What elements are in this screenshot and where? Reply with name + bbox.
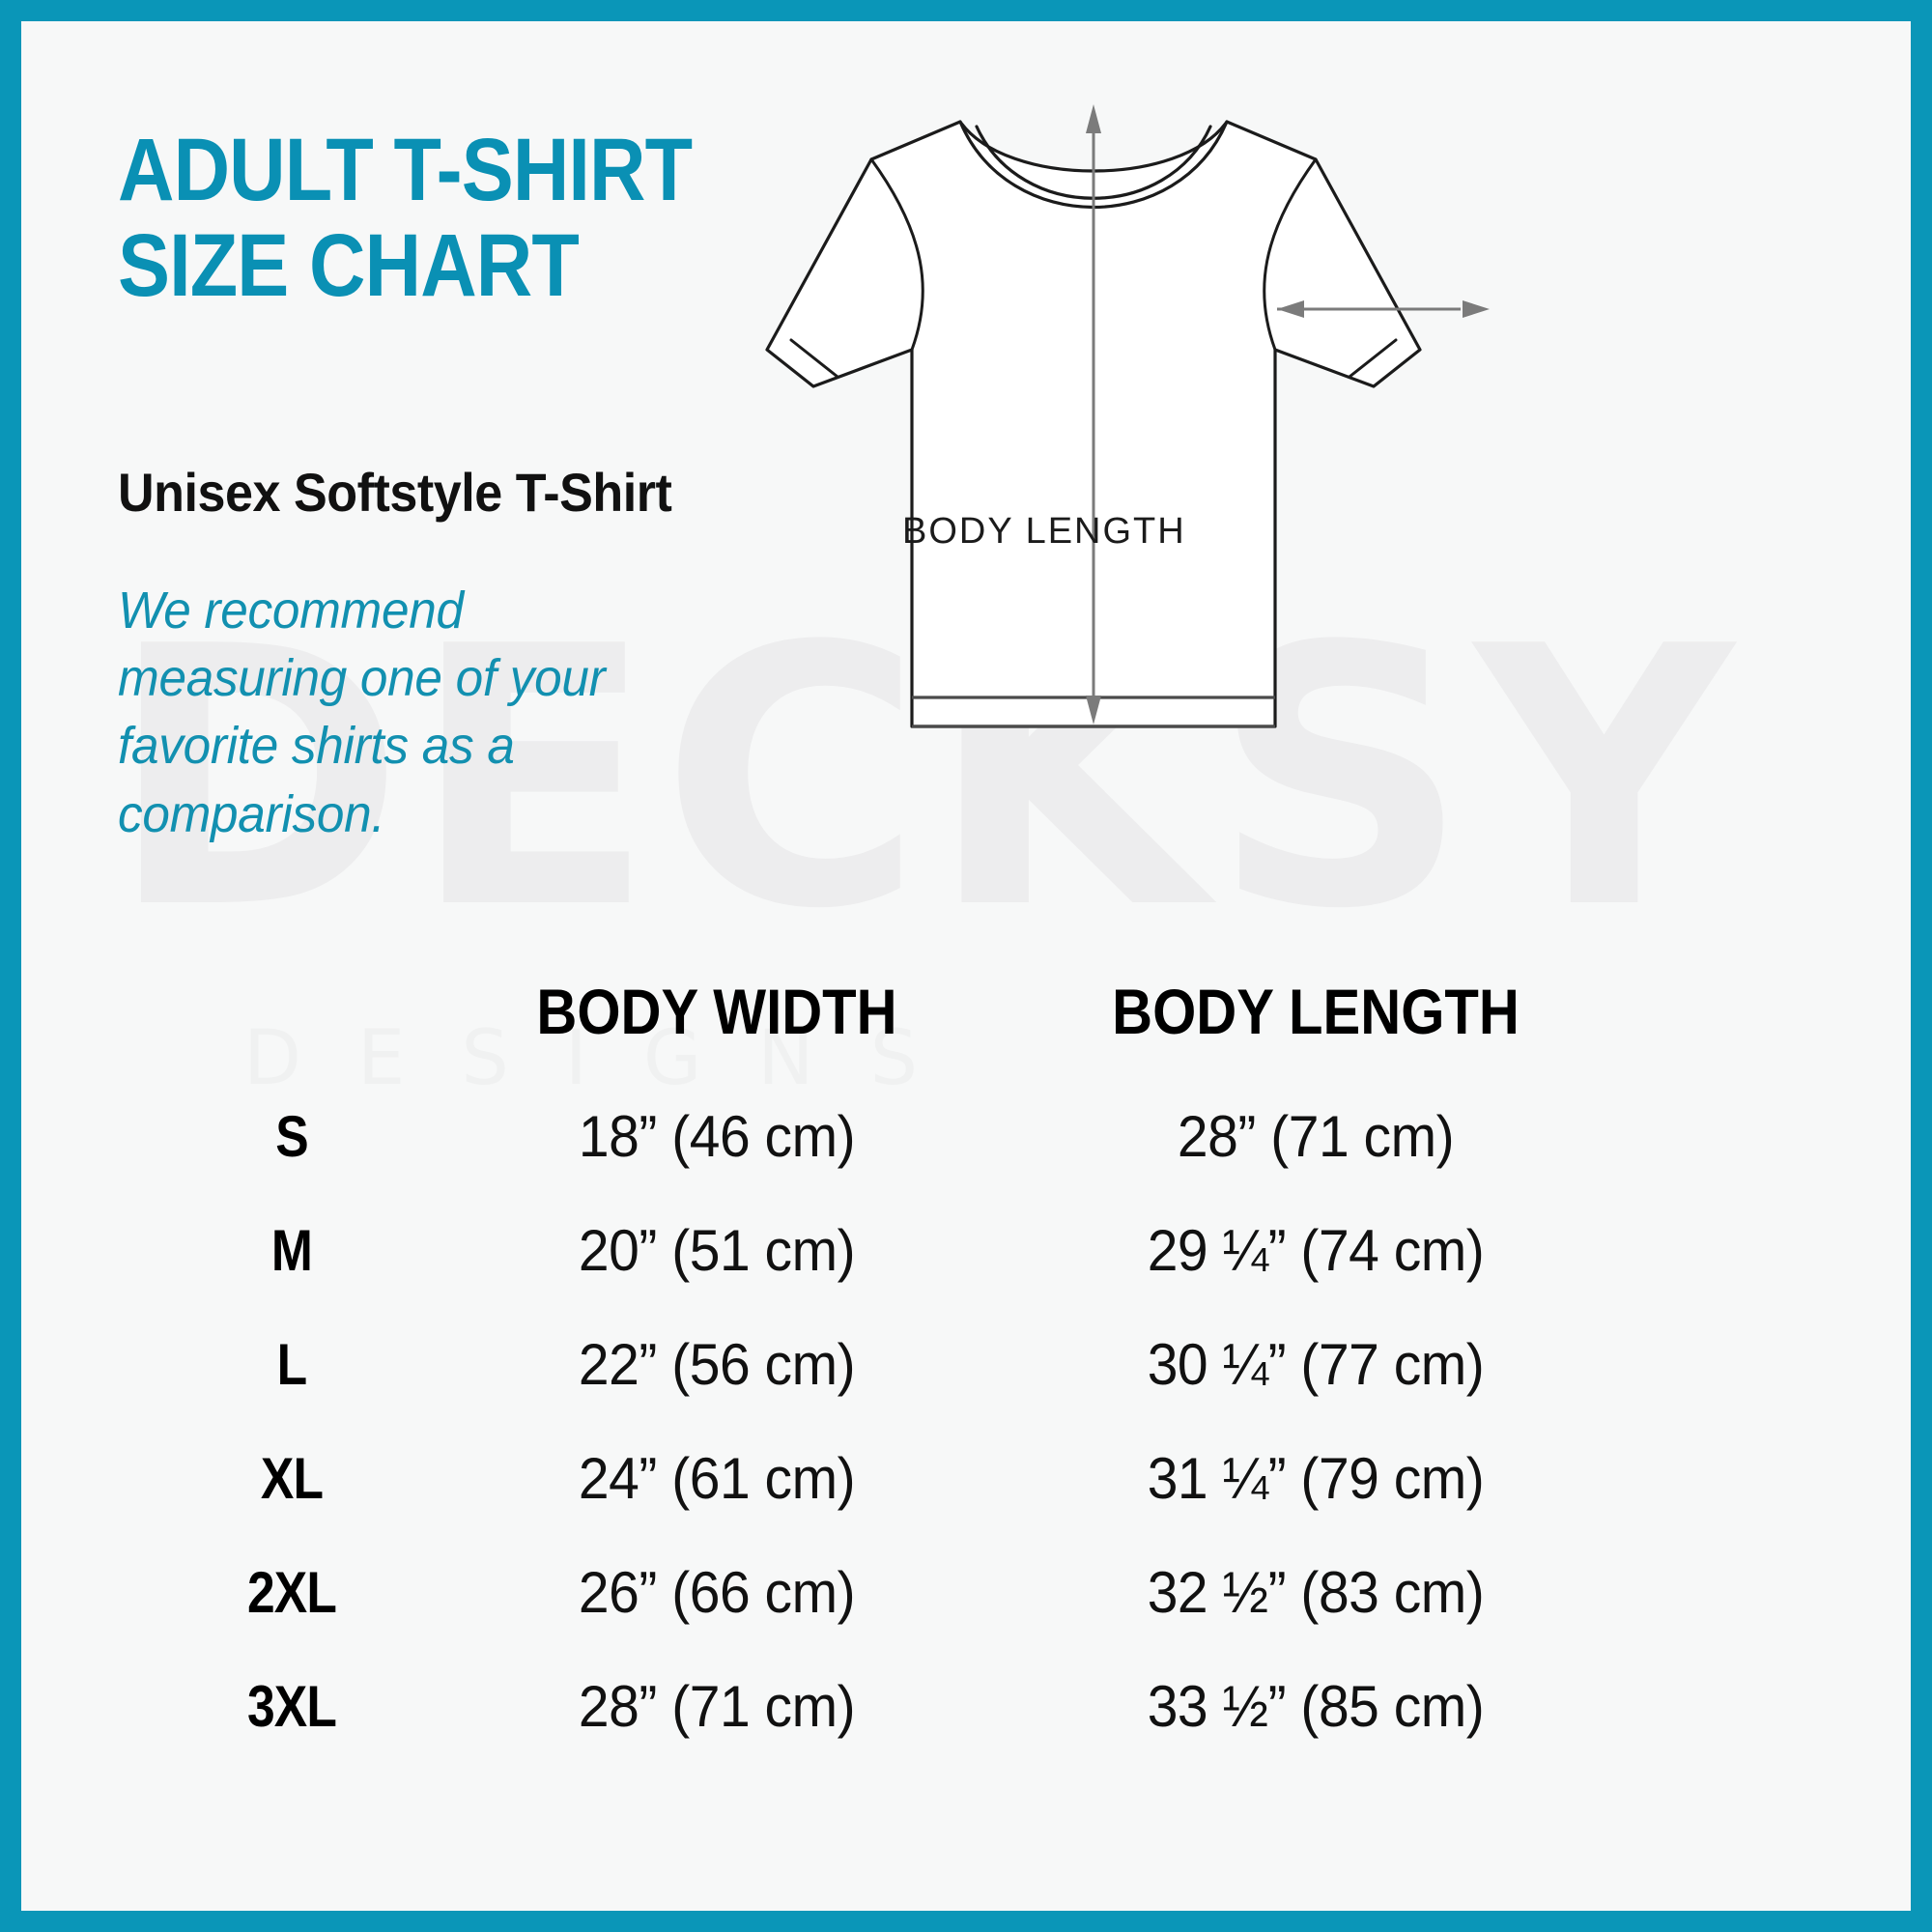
- table-row: S 18” (46 cm) 28” (71 cm): [166, 1079, 1808, 1193]
- page-title-line-1: ADULT T-SHIRT: [118, 121, 693, 219]
- measuring-note: We recommend measuring one of your favor…: [118, 582, 606, 843]
- table-row: L 22” (56 cm) 30 ¼” (77 cm): [166, 1307, 1808, 1421]
- size-table: BODY WIDTH BODY LENGTH S 18” (46 cm) 28”…: [166, 944, 1808, 1763]
- body-width-arrowhead-right: [1463, 300, 1490, 318]
- row-body-width: 24” (61 cm): [578, 1445, 856, 1511]
- row-size-label: L: [276, 1331, 308, 1397]
- table-row: 3XL 28” (71 cm) 33 ½” (85 cm): [166, 1649, 1808, 1763]
- product-subtitle: Unisex Softstyle T-Shirt: [118, 462, 672, 523]
- row-body-width: 18” (46 cm): [578, 1103, 856, 1169]
- row-body-length: 32 ½” (83 cm): [1147, 1559, 1485, 1625]
- table-row: 2XL 26” (66 cm) 32 ½” (83 cm): [166, 1535, 1808, 1649]
- row-size-label: XL: [260, 1445, 324, 1511]
- sleeve-hem-lines: [789, 338, 1398, 379]
- body-width-arrowhead-left: [1277, 300, 1304, 318]
- row-body-length: 29 ¼” (74 cm): [1147, 1217, 1485, 1283]
- tshirt-diagram: BODY WIDTH BODY LENGTH: [697, 60, 1490, 929]
- page-title: ADULT T-SHIRT SIZE CHART: [118, 121, 764, 316]
- table-row: M 20” (51 cm) 29 ¼” (74 cm): [166, 1193, 1808, 1307]
- row-size-label: M: [270, 1217, 313, 1283]
- row-size-label: 3XL: [246, 1673, 337, 1739]
- row-size-label: 2XL: [246, 1559, 337, 1625]
- row-body-width: 26” (66 cm): [578, 1559, 856, 1625]
- row-body-length: 30 ¼” (77 cm): [1147, 1331, 1485, 1397]
- table-header-row: BODY WIDTH BODY LENGTH: [166, 944, 1808, 1079]
- row-body-length: 31 ¼” (79 cm): [1147, 1445, 1485, 1511]
- row-size-label: S: [275, 1103, 308, 1169]
- row-body-width: 22” (56 cm): [578, 1331, 856, 1397]
- row-body-width: 28” (71 cm): [578, 1673, 856, 1739]
- table-row: XL 24” (61 cm) 31 ¼” (79 cm): [166, 1421, 1808, 1535]
- page-title-line-2: SIZE CHART: [118, 216, 580, 316]
- chart-canvas: DECKSY DESIGNS ADULT T-SHIRT SIZE CHART …: [21, 21, 1911, 1911]
- table-header-body-width: BODY WIDTH: [536, 976, 897, 1047]
- row-body-length: 28” (71 cm): [1177, 1103, 1455, 1169]
- row-body-length: 33 ½” (85 cm): [1147, 1673, 1485, 1739]
- body-length-arrowhead-bottom: [1086, 696, 1101, 724]
- body-length-arrowhead-top: [1086, 104, 1101, 133]
- row-body-width: 20” (51 cm): [578, 1217, 856, 1283]
- table-header-body-length: BODY LENGTH: [1112, 976, 1520, 1047]
- body-length-label: BODY LENGTH: [902, 511, 1186, 552]
- armhole-seams: [869, 157, 1318, 352]
